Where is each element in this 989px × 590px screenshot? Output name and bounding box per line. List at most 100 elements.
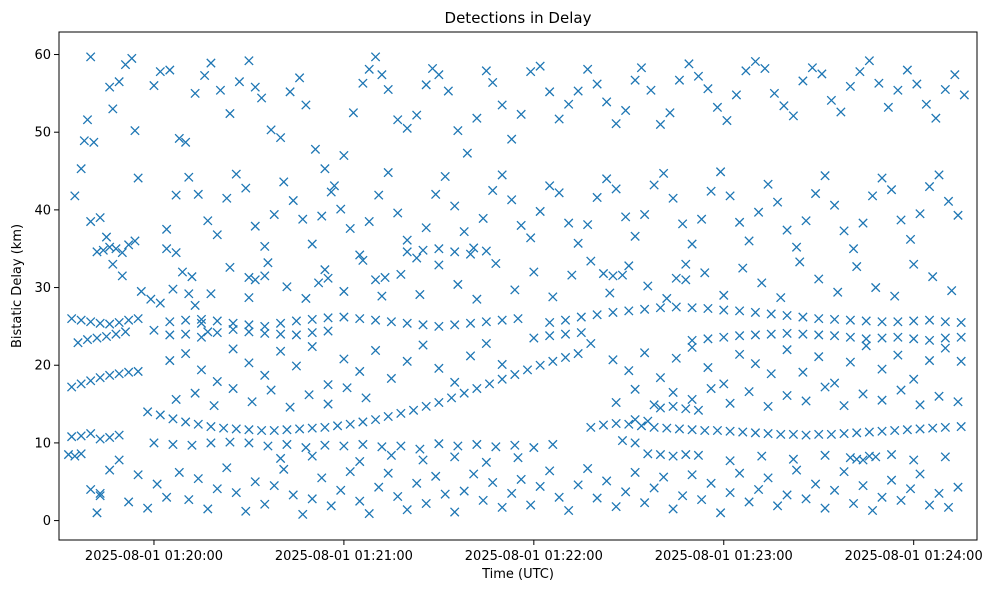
data-point	[719, 379, 729, 389]
data-point	[212, 376, 222, 387]
data-point	[260, 321, 270, 332]
data-point	[766, 369, 776, 379]
data-point	[323, 273, 333, 283]
data-point	[212, 327, 222, 338]
data-point	[412, 253, 422, 263]
data-point	[639, 209, 650, 220]
data-point	[826, 95, 837, 106]
data-point	[915, 469, 925, 479]
data-point	[563, 505, 574, 516]
data-point	[576, 327, 586, 338]
data-point	[820, 171, 830, 181]
data-point	[402, 356, 412, 367]
data-point	[725, 487, 735, 498]
data-point	[358, 78, 368, 88]
data-point	[491, 258, 501, 269]
data-point	[845, 315, 856, 325]
data-point	[696, 494, 707, 505]
data-point	[133, 313, 143, 324]
data-point	[114, 369, 124, 379]
data-point	[285, 402, 295, 412]
data-point	[215, 85, 226, 95]
data-point	[85, 484, 96, 495]
data-point	[114, 77, 124, 87]
data-point	[459, 486, 469, 496]
data-point	[218, 423, 229, 433]
data-point	[345, 466, 355, 477]
data-point	[383, 167, 393, 178]
data-point	[108, 259, 118, 269]
data-point	[206, 421, 216, 432]
data-point	[814, 313, 824, 324]
data-point	[798, 312, 808, 322]
data-point	[111, 244, 121, 254]
data-point	[260, 271, 270, 281]
data-point	[190, 388, 200, 398]
data-point	[104, 465, 115, 475]
data-point	[940, 343, 951, 353]
data-point	[76, 449, 86, 459]
data-point	[902, 65, 913, 75]
data-point	[244, 327, 254, 337]
data-point	[877, 364, 887, 374]
data-point	[893, 350, 903, 360]
data-point	[393, 491, 403, 502]
data-point	[801, 396, 811, 406]
data-point	[649, 483, 659, 493]
data-point	[757, 451, 767, 461]
data-point	[829, 331, 840, 341]
data-point	[117, 271, 127, 281]
data-point	[266, 125, 276, 135]
data-point	[741, 66, 751, 76]
data-point	[488, 77, 498, 88]
data-point	[668, 387, 678, 398]
data-point	[544, 317, 555, 328]
data-point	[924, 315, 935, 325]
data-point	[674, 424, 685, 434]
data-point	[924, 181, 935, 192]
data-point	[317, 211, 327, 221]
data-point	[421, 80, 431, 90]
data-point	[526, 500, 536, 510]
data-point	[370, 315, 381, 325]
data-point	[902, 425, 913, 435]
data-point	[396, 408, 406, 419]
data-point	[890, 291, 900, 301]
data-point	[554, 188, 564, 198]
data-point	[867, 505, 878, 516]
data-point	[453, 279, 463, 290]
data-point	[744, 386, 754, 397]
x-tick-label: 2025-08-01 01:23:00	[655, 549, 793, 564]
y-tick-label: 20	[34, 359, 51, 374]
data-point	[915, 400, 925, 410]
data-point	[82, 115, 93, 125]
data-point	[481, 338, 492, 349]
data-point	[133, 366, 143, 377]
data-point	[928, 423, 938, 433]
data-point	[668, 451, 678, 461]
data-point	[864, 427, 875, 437]
data-point	[943, 196, 954, 206]
data-point	[203, 216, 213, 226]
data-point	[877, 426, 887, 436]
data-point	[636, 63, 647, 73]
data-point	[858, 480, 868, 491]
data-point	[247, 397, 257, 407]
data-point	[165, 330, 175, 340]
data-point	[586, 422, 596, 433]
data-point	[355, 250, 365, 260]
data-point	[544, 466, 555, 476]
data-point	[225, 108, 235, 119]
data-point	[795, 257, 805, 267]
data-point	[548, 356, 558, 367]
data-point	[671, 353, 681, 363]
data-point	[85, 216, 96, 227]
data-point	[890, 425, 900, 436]
data-point	[497, 170, 507, 180]
data-point	[681, 275, 691, 285]
data-point	[168, 439, 178, 450]
data-point	[415, 444, 425, 454]
data-point	[146, 294, 156, 304]
data-point	[104, 319, 115, 329]
data-point	[383, 84, 393, 95]
